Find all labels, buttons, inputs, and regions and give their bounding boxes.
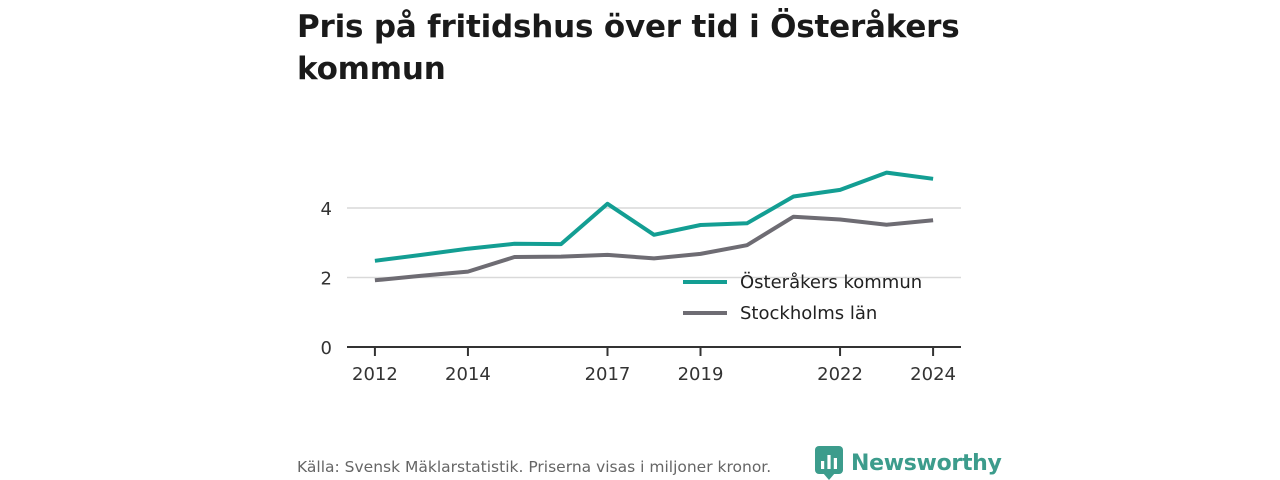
chart-title: Pris på fritidshus över tid i Österåkers…: [297, 9, 960, 87]
brand-name: Newsworthy: [851, 450, 1002, 476]
x-tick-label: 2014: [445, 364, 491, 385]
y-tick-label: 4: [321, 199, 332, 220]
newsworthy-logo-icon: [815, 446, 843, 480]
legend-label: Stockholms län: [740, 303, 877, 324]
x-tick-label: 2019: [678, 364, 724, 385]
x-tick-label: 2024: [910, 364, 956, 385]
series-line-0: [374, 170, 934, 263]
source-note: Källa: Svensk Mäklarstatistik. Priserna …: [297, 458, 772, 476]
x-tick-label: 2012: [352, 364, 398, 385]
series-line-1: [374, 214, 934, 283]
legend-label: Österåkers kommun: [740, 271, 922, 293]
brand-logo[interactable]: Newsworthy: [815, 446, 1002, 480]
x-tick-label: 2017: [585, 364, 631, 385]
y-tick-label: 2: [321, 269, 332, 290]
y-tick-label: 0: [321, 338, 332, 359]
x-tick-label: 2022: [817, 364, 863, 385]
